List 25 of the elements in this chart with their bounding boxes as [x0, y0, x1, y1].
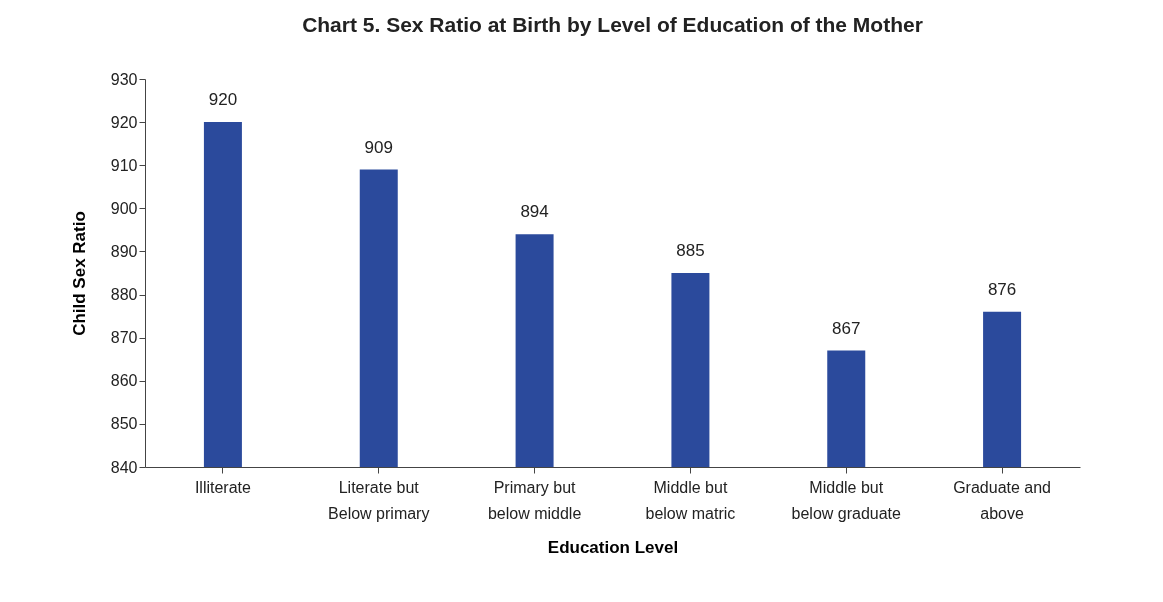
x-tick-label: Middle but below graduate — [791, 478, 902, 522]
y-tick-label: 870 — [110, 329, 138, 347]
y-tick-label: 860 — [110, 372, 138, 390]
y-tick-label: 900 — [110, 199, 138, 217]
chart-title: Chart 5. Sex Ratio at Birth by Level of Education of the Mother — [302, 13, 923, 36]
x-tick-label: Primary but below middle — [487, 478, 582, 522]
data-label: 885 — [676, 241, 705, 260]
data-label: 894 — [520, 202, 549, 222]
y-tick-label: 930 — [110, 70, 138, 88]
x-tick-label: Literate but Below primary — [328, 478, 430, 522]
y-axis-title: Child Sex Ratio — [69, 211, 89, 336]
y-tick-label: 920 — [110, 113, 138, 131]
data-label: 876 — [987, 279, 1017, 299]
data-label: 909 — [364, 137, 393, 157]
y-tick-label: 880 — [110, 286, 138, 304]
x-tick-label: Graduate and above — [953, 478, 1052, 522]
data-label: 920 — [208, 90, 238, 110]
y-tick-label: 890 — [110, 242, 138, 260]
data-label: 867 — [832, 318, 861, 338]
x-tick-label: Illiterate — [194, 478, 252, 496]
y-tick-label: 840 — [110, 458, 138, 476]
y-tick-label: 910 — [110, 156, 138, 174]
x-axis-title: Education Level — [547, 537, 679, 557]
y-tick-label: 850 — [110, 415, 138, 433]
x-tick-label: Middle but below matric — [645, 478, 736, 522]
